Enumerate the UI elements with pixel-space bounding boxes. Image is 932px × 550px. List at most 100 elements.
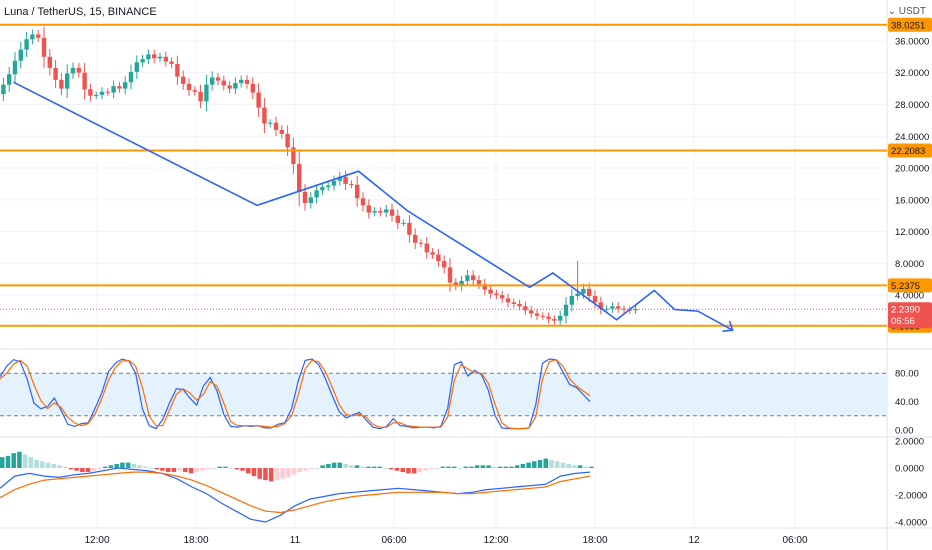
candle-body [326,185,331,188]
macd-histogram-bar [91,468,97,471]
macd-histogram-bar [223,466,228,468]
macd-histogram-bar [526,462,531,468]
macd-tick-label: 2.0000 [895,437,924,448]
macd-histogram-bar [566,463,571,468]
price-tick-label: 12.0000 [895,227,929,238]
candle-body [18,49,23,61]
macd-histogram-bar [188,468,194,474]
candle-body [436,254,441,262]
price-panel[interactable] [0,23,887,332]
macd-histogram-bar [62,466,68,468]
candle-body [552,319,557,321]
candle-body [517,303,522,307]
candle-body [157,56,163,59]
candle-body [360,198,366,206]
macd-line-macd [0,467,591,523]
candle-body [378,210,383,213]
x-tick-label: 12:00 [84,535,109,546]
currency-label[interactable]: ⌄ USDT [888,6,926,17]
axes: 12:00 18:00 11 06:00 12:00 18:00 12 06:00 4.0000… [84,17,932,546]
candle-body [204,84,209,102]
candle-body [262,107,267,124]
macd-histogram-bar [228,468,234,469]
candle-body [12,60,18,75]
macd-histogram-bar [120,462,125,468]
stoch-tick-label: 0.00 [895,426,914,437]
candle-body [140,59,145,63]
candle-body [453,282,458,286]
candle-body [616,306,621,309]
candle-body [424,243,429,253]
macd-histogram-bar [537,459,543,468]
macd-histogram-bar [343,463,348,468]
price-tick-label: 36.0000 [895,36,929,47]
candle-body [598,302,603,309]
macd-histogram-bar [171,468,177,473]
candle-body [134,62,139,72]
candle-body [331,180,337,186]
level-tag-label: 22.2083 [891,146,925,157]
candle-body [94,94,99,96]
macd-histogram-bar [11,453,16,468]
candle-body [105,91,110,93]
macd-histogram-bar [102,466,108,468]
price-tick-label: 16.0000 [895,195,929,206]
macd-histogram-bar [394,468,400,471]
macd-histogram-bar [80,468,85,473]
candle-body [430,252,435,255]
candle-body [534,313,540,316]
candle-body [320,187,325,191]
candle-body [610,306,615,309]
candle-body [563,304,569,316]
macd-histogram-bar [200,468,205,471]
candle-body [59,79,64,89]
macd-histogram-bar [463,466,468,468]
macd-panel[interactable] [0,451,594,523]
candle-body [221,80,226,86]
candle-body [24,39,29,50]
macd-histogram-bar [366,466,371,468]
macd-histogram-bar [22,454,28,468]
stochastic-panel[interactable] [0,358,887,430]
macd-histogram-bar [480,465,486,468]
last-price-tag [888,302,932,329]
candle-body [471,275,476,281]
macd-histogram-bar [417,468,423,473]
macd-histogram-bar [28,457,34,468]
stoch-line-d [0,359,591,430]
candle-body [227,85,232,89]
stoch-tick-label: 80.00 [895,369,919,380]
macd-histogram-bar [583,466,589,468]
candle-body [268,122,273,124]
candle-body [47,56,52,68]
macd-histogram-bar [429,468,434,470]
macd-histogram-bar [148,468,154,469]
macd-histogram-bar [108,465,114,468]
candle-body [355,184,360,199]
candle-body [569,296,574,305]
macd-histogram-bar [469,466,474,468]
macd-histogram-bar [17,451,22,468]
macd-histogram-bar [400,468,406,473]
macd-histogram-bar [74,468,79,471]
macd-histogram-bar [303,468,308,471]
macd-histogram-bar [320,465,325,468]
macd-histogram-bar [474,465,480,468]
macd-histogram-bar [268,468,274,482]
level-tag [888,143,932,158]
x-tick-label: 11 [290,535,301,546]
macd-histogram-bar [0,457,5,468]
macd-histogram-bar [205,468,211,470]
macd-histogram-bar [451,466,457,468]
macd-histogram-bar [532,461,537,468]
candle-body [256,92,261,108]
x-tick-label: 12 [688,535,700,546]
candle-body [146,54,151,60]
macd-histogram-bar [85,468,91,473]
macd-histogram-bar [131,463,137,468]
candle-body [82,72,87,90]
candle-body [123,82,128,89]
macd-histogram-bar [280,468,285,479]
candle-body [523,306,528,311]
